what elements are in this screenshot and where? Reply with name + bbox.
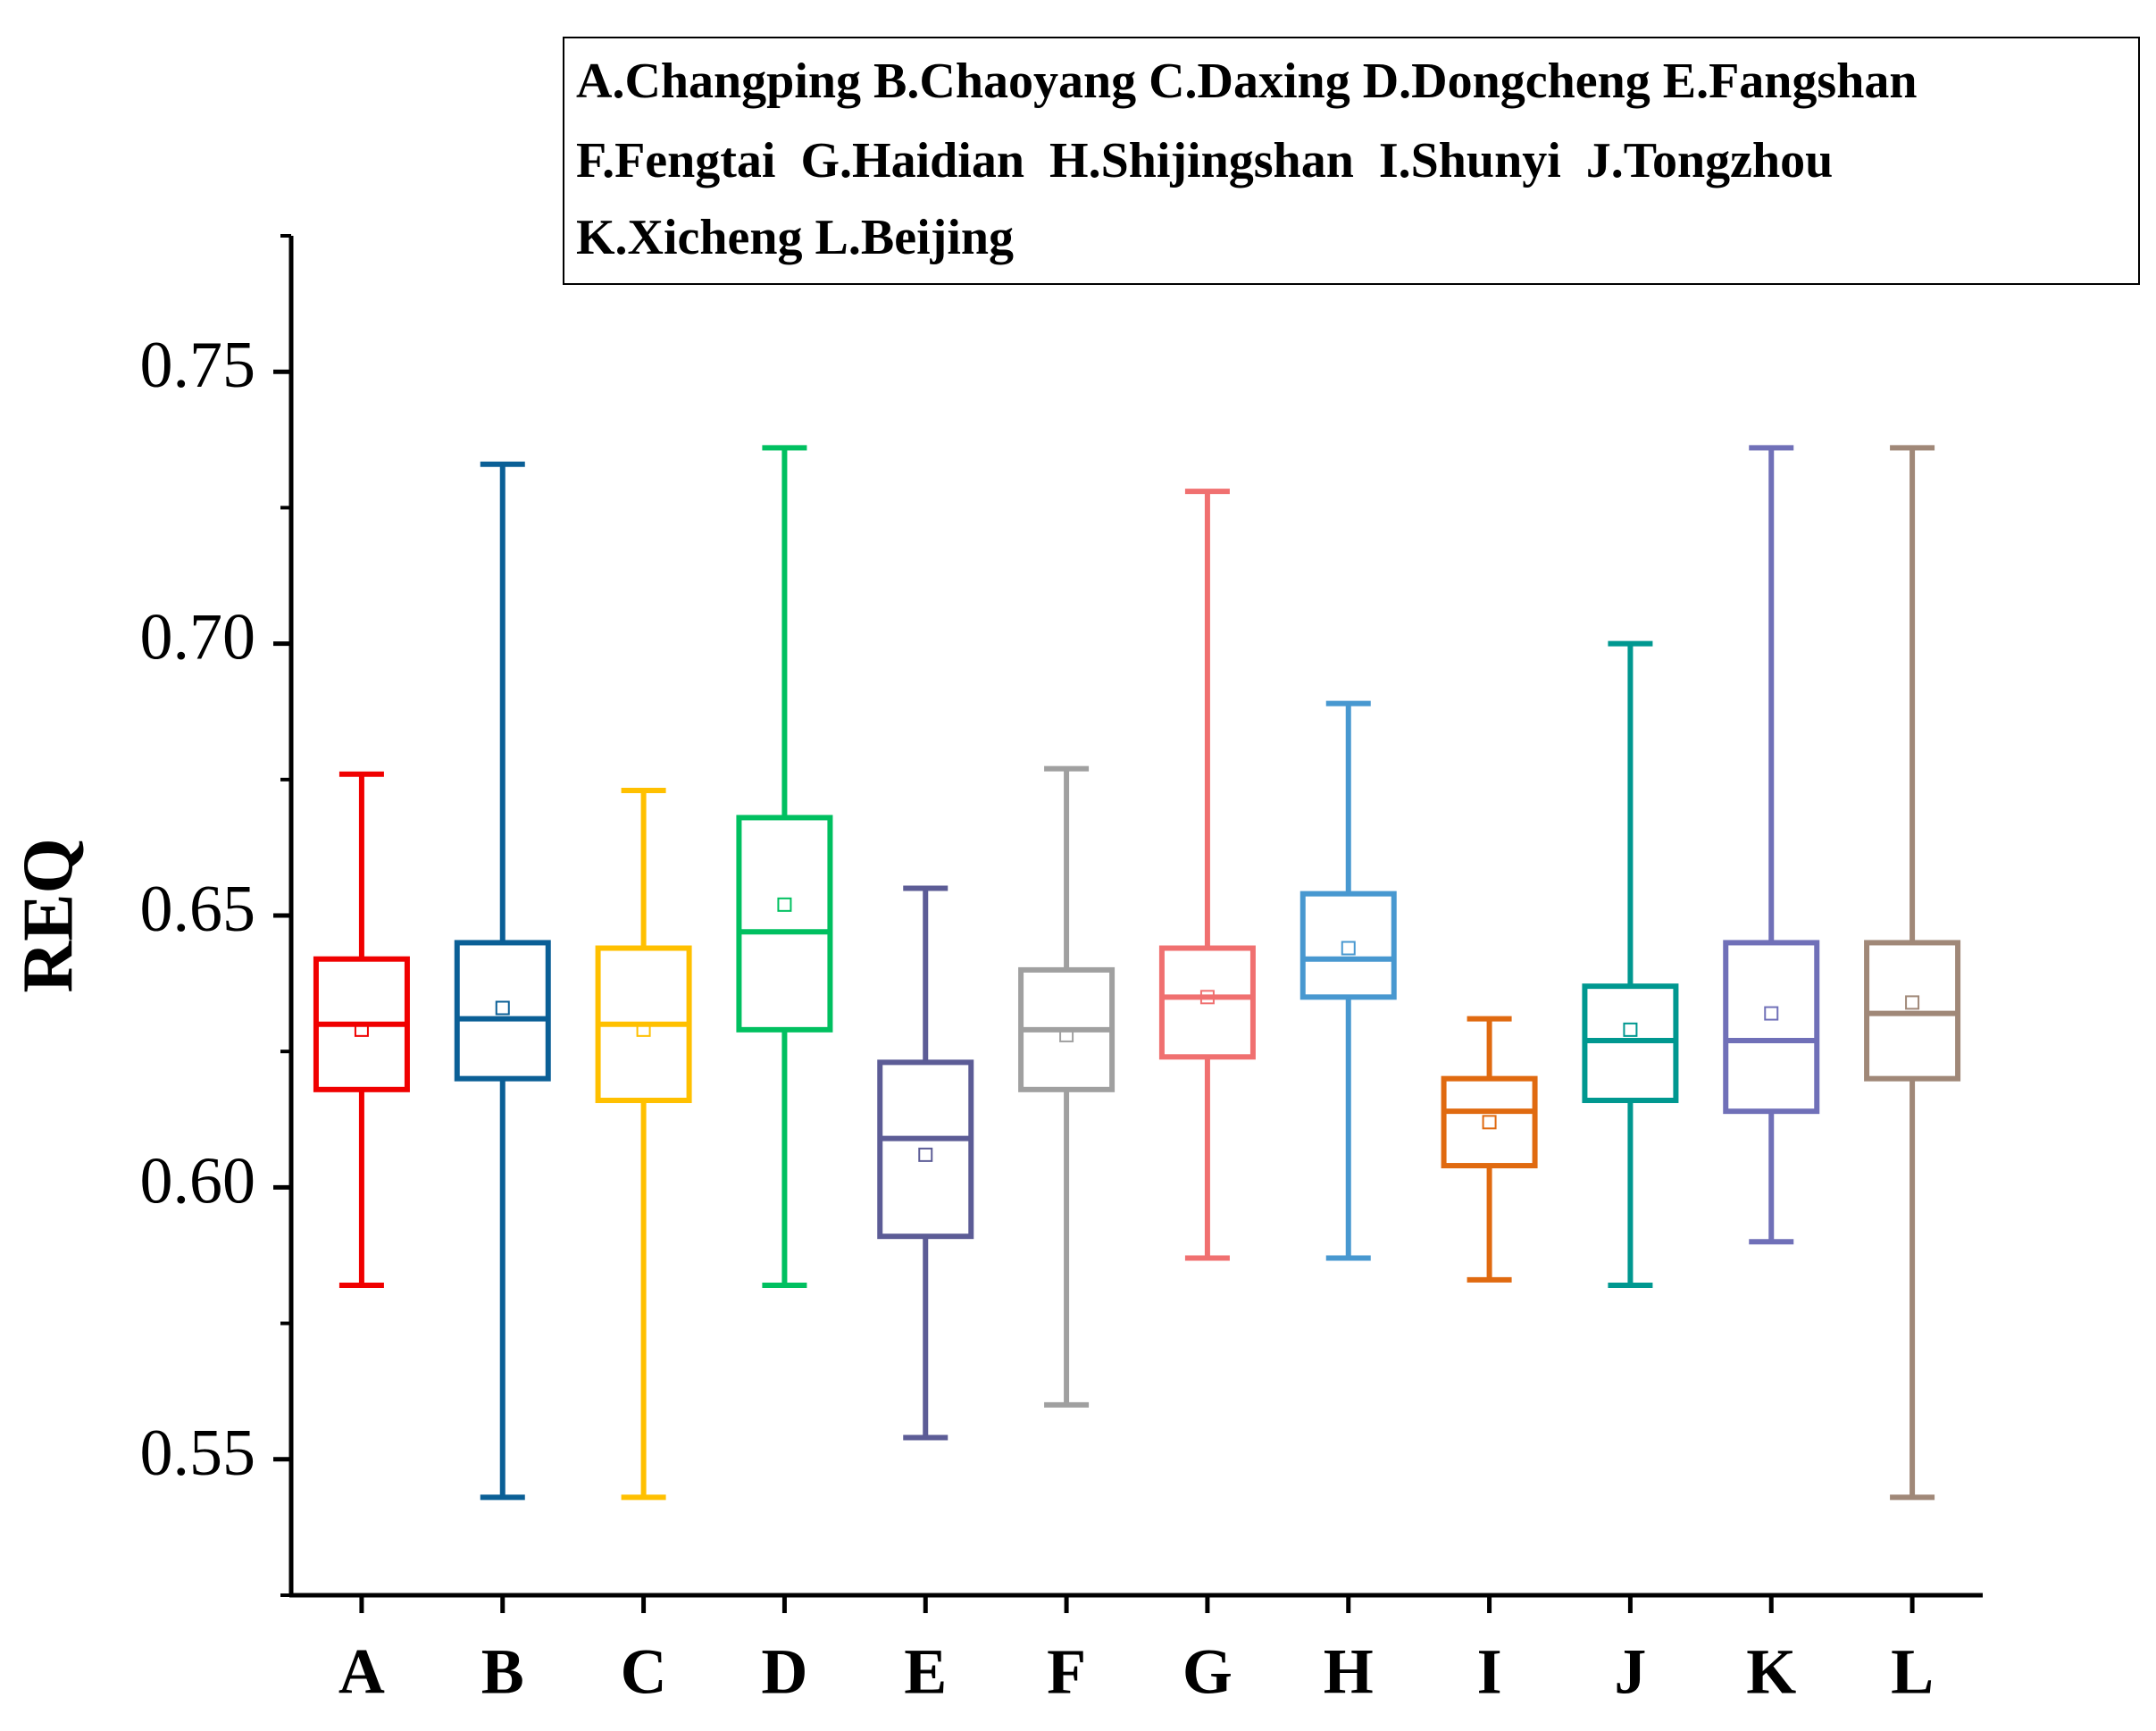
mean-marker — [354, 1022, 369, 1037]
x-tick-label: J — [1614, 1636, 1646, 1708]
box — [736, 815, 833, 1033]
y-tick-label: 0.65 — [140, 873, 256, 946]
x-tick-label: F — [1047, 1636, 1086, 1708]
x-tick-label: L — [1891, 1636, 1934, 1708]
box — [1582, 983, 1679, 1103]
x-tick-label: I — [1477, 1636, 1502, 1708]
box — [1723, 940, 1820, 1115]
mean-marker — [1482, 1115, 1497, 1130]
x-tick-label: D — [761, 1636, 807, 1708]
x-tick-label: B — [481, 1636, 524, 1708]
mean-marker — [1341, 941, 1356, 956]
y-tick-label: 0.75 — [140, 329, 256, 402]
y-tick-label: 0.70 — [140, 601, 256, 674]
x-tick-label: K — [1746, 1636, 1796, 1708]
box — [877, 1059, 974, 1240]
box — [1864, 940, 1961, 1082]
legend-line: K.Xicheng L.Beijing — [576, 210, 1014, 265]
mean-marker — [777, 897, 792, 912]
box — [1299, 891, 1397, 1000]
y-tick-label: 0.60 — [140, 1144, 256, 1217]
x-tick-label: A — [338, 1636, 385, 1708]
x-tick-label: C — [621, 1636, 667, 1708]
mean-marker — [1059, 1027, 1074, 1042]
legend-box — [563, 37, 2140, 285]
y-tick-label: 0.55 — [140, 1417, 256, 1490]
mean-marker — [495, 1000, 510, 1016]
mean-marker — [1623, 1022, 1638, 1037]
y-axis-label: REQ — [9, 838, 88, 992]
legend-line: F.Fengtai G.Haidian H.Shijingshan I.Shun… — [576, 133, 1833, 188]
x-tick-label: G — [1182, 1636, 1233, 1708]
x-tick-label: H — [1324, 1636, 1374, 1708]
legend-line: A.Changping B.Chaoyang C.Daxing D.Dongch… — [576, 54, 1918, 109]
mean-marker — [1905, 995, 1920, 1010]
mean-marker — [918, 1147, 933, 1162]
x-tick-label: E — [904, 1636, 947, 1708]
mean-marker — [1764, 1006, 1779, 1021]
mean-marker — [636, 1022, 651, 1037]
box — [1441, 1075, 1538, 1169]
box — [454, 940, 551, 1082]
box — [1158, 945, 1256, 1060]
mean-marker — [1199, 990, 1215, 1005]
